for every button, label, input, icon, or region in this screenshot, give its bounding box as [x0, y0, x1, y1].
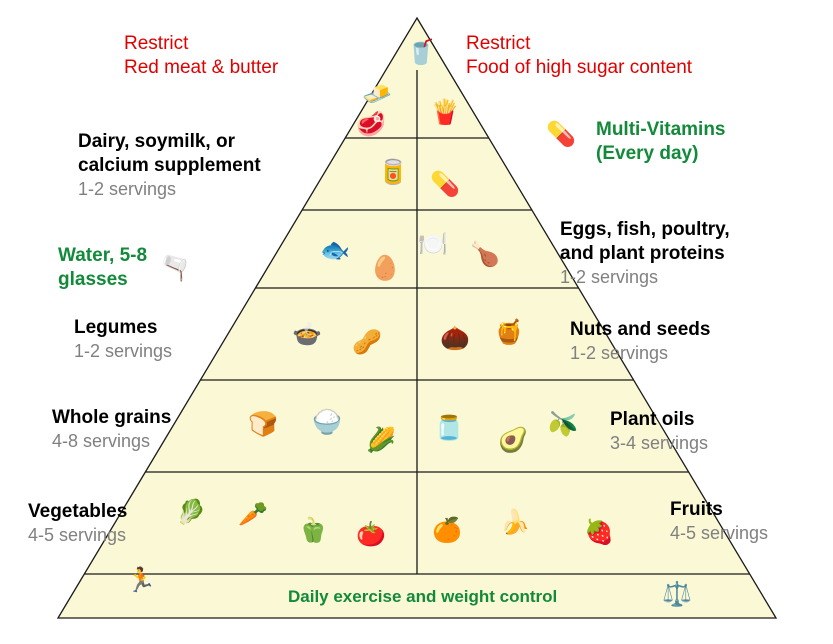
- food-pyramid-infographic: { "type": "infographic", "subject": "foo…: [0, 0, 833, 644]
- restrict-right-food-icon-0: 🍟: [430, 98, 460, 128]
- fruit-food-icon-0: 🍊: [432, 516, 462, 546]
- grain-food-icon-0: 🍞: [248, 410, 278, 440]
- vegetable-food-icon-3: 🍅: [356, 520, 386, 550]
- restrict-left-food-icon-0: 🧈: [362, 80, 392, 110]
- footer-label: Daily exercise and weight control: [288, 586, 557, 607]
- nuts-food-icon-1: 🍯: [494, 318, 524, 348]
- restrict-right-label: RestrictFood of high sugar content: [466, 32, 692, 80]
- water-label: Water, 5-8glasses: [58, 244, 147, 292]
- protein-food-icon-0: 🐟: [320, 236, 350, 266]
- exercise-icon: 🏃: [126, 566, 156, 596]
- grain-food-icon-2: 🌽: [366, 426, 396, 456]
- restrict-left-food-icon-1: 🥩: [356, 110, 386, 140]
- oil-food-icon-1: 🥑: [498, 426, 528, 456]
- protein-food-icon-2: 🍽️: [418, 230, 448, 260]
- right-label-nuts: Nuts and seeds1-2 servings: [570, 318, 710, 366]
- scale-icon: ⚖️: [662, 580, 692, 610]
- right-label-proteins: Eggs, fish, poultry,and plant proteins1-…: [560, 218, 730, 289]
- restrict-left-label: RestrictRed meat & butter: [124, 32, 278, 80]
- grain-food-icon-1: 🍚: [312, 408, 342, 438]
- left-label-vegetables: Vegetables4-5 servings: [28, 500, 127, 548]
- right-label-fruits: Fruits4-5 servings: [670, 498, 768, 546]
- fruit-food-icon-1: 🍌: [500, 508, 530, 538]
- multivitamins-label: Multi-Vitamins(Every day): [596, 118, 726, 166]
- protein-food-icon-3: 🍗: [470, 240, 500, 270]
- water-pitcher-icon: 🫗: [160, 254, 190, 284]
- dairy-food-icon-0: 🥫: [378, 158, 408, 188]
- vegetable-food-icon-2: 🫑: [298, 516, 328, 546]
- vegetable-food-icon-0: 🥬: [176, 498, 206, 528]
- dairy-food-icon-1: 💊: [430, 170, 460, 200]
- legume-food-icon-1: 🥜: [352, 328, 382, 358]
- left-label-legumes: Legumes1-2 servings: [74, 316, 172, 364]
- oil-food-icon-2: 🫒: [548, 410, 578, 440]
- nuts-food-icon-0: 🌰: [440, 324, 470, 354]
- apex-food-icon-0: 🥤: [406, 38, 436, 68]
- left-label-dairy: Dairy, soymilk, orcalcium supplement1-2 …: [78, 130, 261, 201]
- protein-food-icon-1: 🥚: [370, 254, 400, 284]
- oil-food-icon-0: 🫙: [434, 414, 464, 444]
- legume-food-icon-0: 🍲: [292, 320, 322, 350]
- right-label-oils: Plant oils3-4 servings: [610, 408, 708, 456]
- vegetable-food-icon-1: 🥕: [238, 500, 268, 530]
- multivitamin-bottle-icon: 💊: [546, 120, 576, 150]
- left-label-grains: Whole grains4-8 servings: [52, 406, 171, 454]
- fruit-food-icon-2: 🍓: [584, 518, 614, 548]
